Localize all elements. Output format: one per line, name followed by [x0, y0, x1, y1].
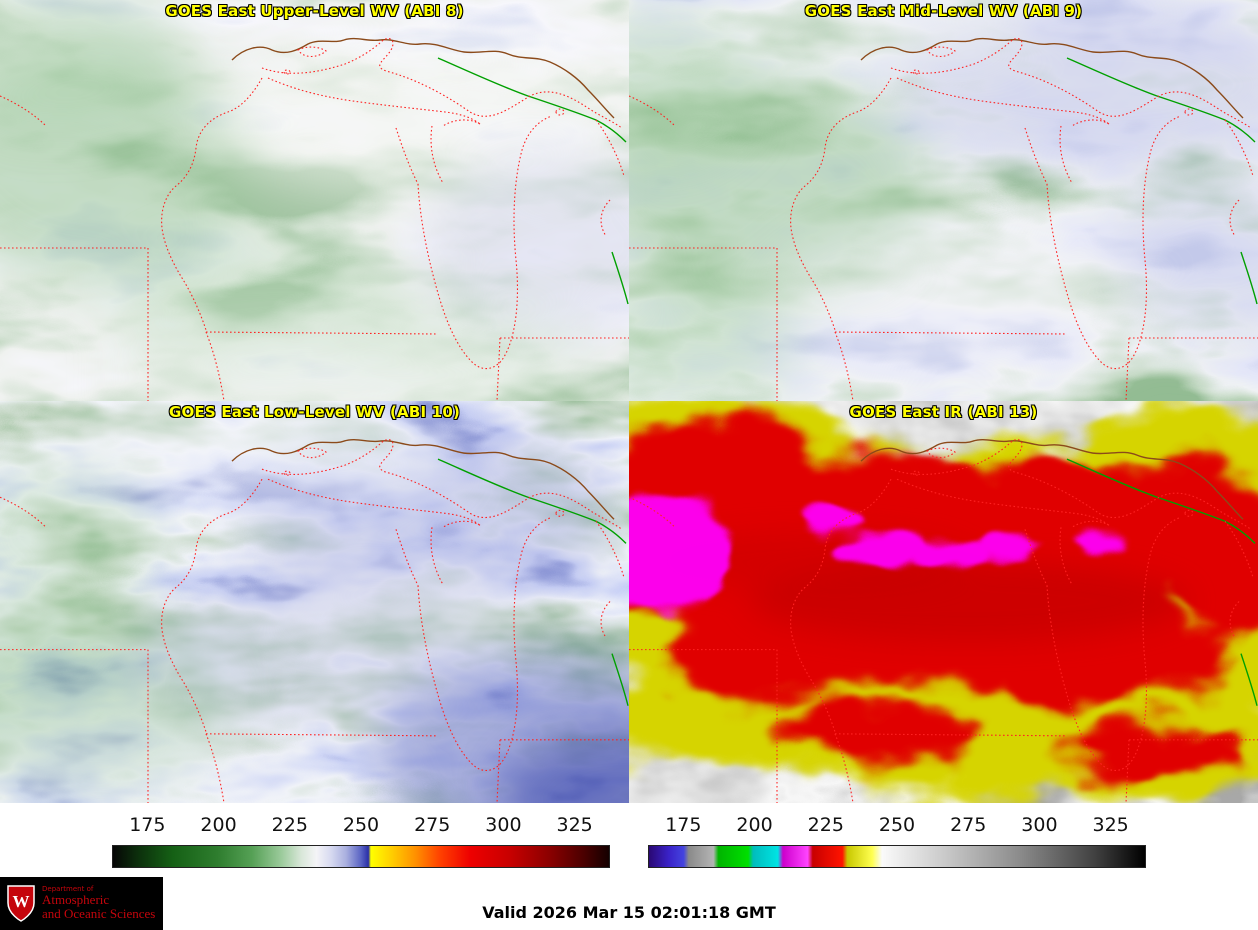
- colorbar-tick-label: 300: [1021, 814, 1058, 836]
- colorbar-tick-label: 325: [1092, 814, 1129, 836]
- logo-line-2: and Oceanic Sciences: [42, 906, 156, 922]
- valid-time: Valid 2026 Mar 15 02:01:18 GMT: [482, 903, 776, 922]
- colorbar-tick-label: 275: [414, 814, 451, 836]
- colorbar-tick-label: 200: [736, 814, 773, 836]
- colorbar-tick-label: 275: [950, 814, 987, 836]
- colorbar-tick-label: 300: [485, 814, 522, 836]
- satellite-image-ir: [629, 401, 1258, 803]
- satellite-image-mid-wv: [629, 0, 1258, 401]
- colorbar-tick-label: 250: [878, 814, 916, 836]
- panel-upper-wv: GOES East Upper-Level WV (ABI 8): [0, 0, 629, 401]
- logo-line-1: Atmospheric: [42, 892, 110, 908]
- panel-mid-wv: GOES East Mid-Level WV (ABI 9): [629, 0, 1258, 401]
- uw-crest-icon: W: [7, 884, 35, 922]
- ir-coldest-magenta-layer: [629, 493, 1124, 610]
- ir-colorbar: 175 200 225 250 275 300 325: [648, 812, 1146, 874]
- colorbar-tick-label: 225: [807, 814, 844, 836]
- logo-dept-line: Department of: [42, 884, 94, 893]
- satellite-image-upper-wv: [0, 0, 629, 401]
- colorbar-tick-label: 325: [556, 814, 593, 836]
- panel-grid: GOES East Upper-Level WV (ABI 8) GOES Ea…: [0, 0, 1258, 803]
- colorbar-tick-label: 175: [665, 814, 702, 836]
- colorbar-tick-label: 200: [200, 814, 237, 836]
- panel-low-wv: GOES East Low-Level WV (ABI 10): [0, 401, 629, 803]
- colorbar-gradient: [112, 845, 610, 868]
- colorbar-tick-label: 225: [271, 814, 308, 836]
- colorbar-ticks: 175 200 225 250 275 300 325: [648, 812, 1146, 842]
- satellite-image-low-wv: [0, 401, 629, 803]
- uw-aos-logo: W Department of Atmospheric and Oceanic …: [0, 877, 163, 930]
- colorbar-ticks: 175 200 225 250 275 300 325: [112, 812, 610, 842]
- colorbar-tick-label: 175: [129, 814, 166, 836]
- moisture-features: [0, 0, 629, 401]
- panel-ir: GOES East IR (ABI 13): [629, 401, 1258, 803]
- moisture-features: [629, 0, 1258, 401]
- colorbar-tick-label: 250: [342, 814, 380, 836]
- wv-colorbar: 175 200 225 250 275 300 325: [112, 812, 610, 874]
- logo-text: Department of Atmospheric and Oceanic Sc…: [42, 884, 156, 922]
- colorbar-gradient: [648, 845, 1146, 868]
- crest-letter: W: [13, 892, 30, 911]
- moisture-features: [0, 401, 629, 803]
